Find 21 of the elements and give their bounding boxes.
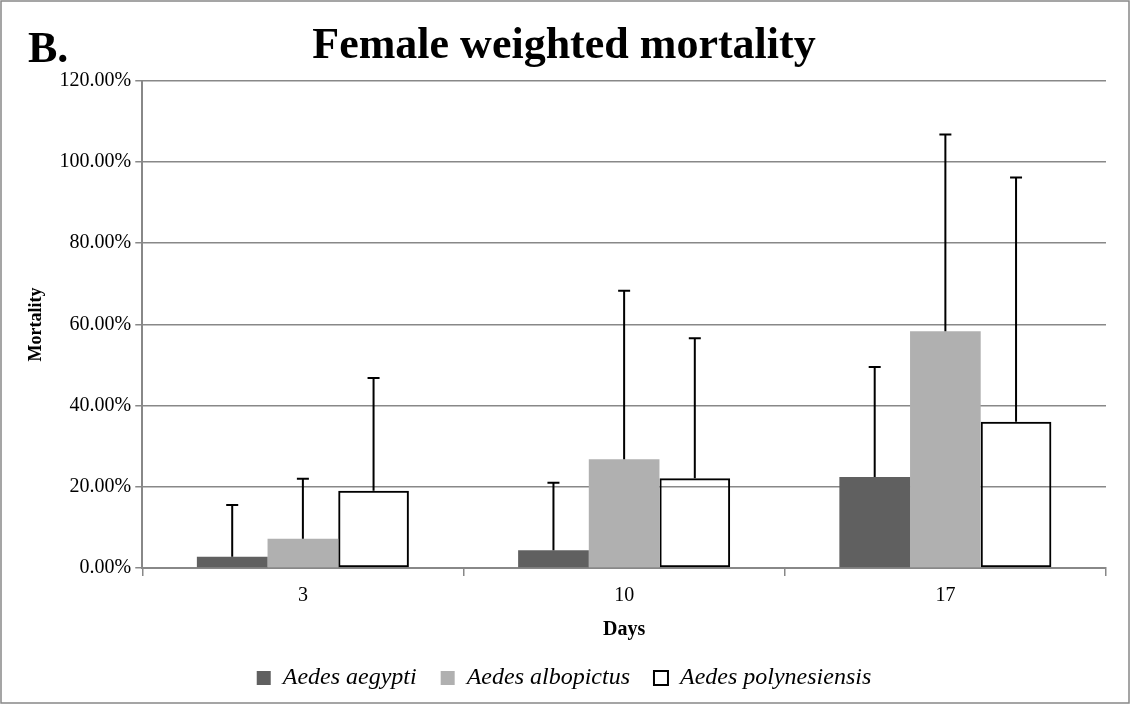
- legend-label: Aedes polynesiensis: [677, 663, 872, 690]
- bar: [910, 331, 981, 568]
- legend-label: Aedes aegypti: [280, 663, 417, 690]
- legend-label: Aedes albopictus: [464, 663, 630, 690]
- y-tick-label: 20.00%: [69, 474, 132, 497]
- x-tick-label: 10: [614, 583, 635, 606]
- bar: [196, 556, 268, 568]
- bar: [588, 459, 660, 568]
- y-axis-title: Mortality: [25, 287, 46, 362]
- bar: [839, 477, 911, 568]
- y-tick-label: 40.00%: [69, 392, 132, 415]
- x-axis-title: Days: [603, 617, 646, 641]
- bar: [518, 550, 589, 568]
- chart-title: Female weighted mortality: [312, 18, 816, 68]
- y-tick-label: 100.00%: [59, 149, 132, 172]
- x-tick-label: 3: [297, 583, 308, 606]
- y-tick-label: 60.00%: [69, 311, 132, 334]
- y-tick-label: 0.00%: [79, 555, 132, 578]
- bar: [267, 538, 339, 568]
- x-tick-label: 17: [935, 583, 956, 606]
- y-tick-label: 80.00%: [69, 230, 132, 253]
